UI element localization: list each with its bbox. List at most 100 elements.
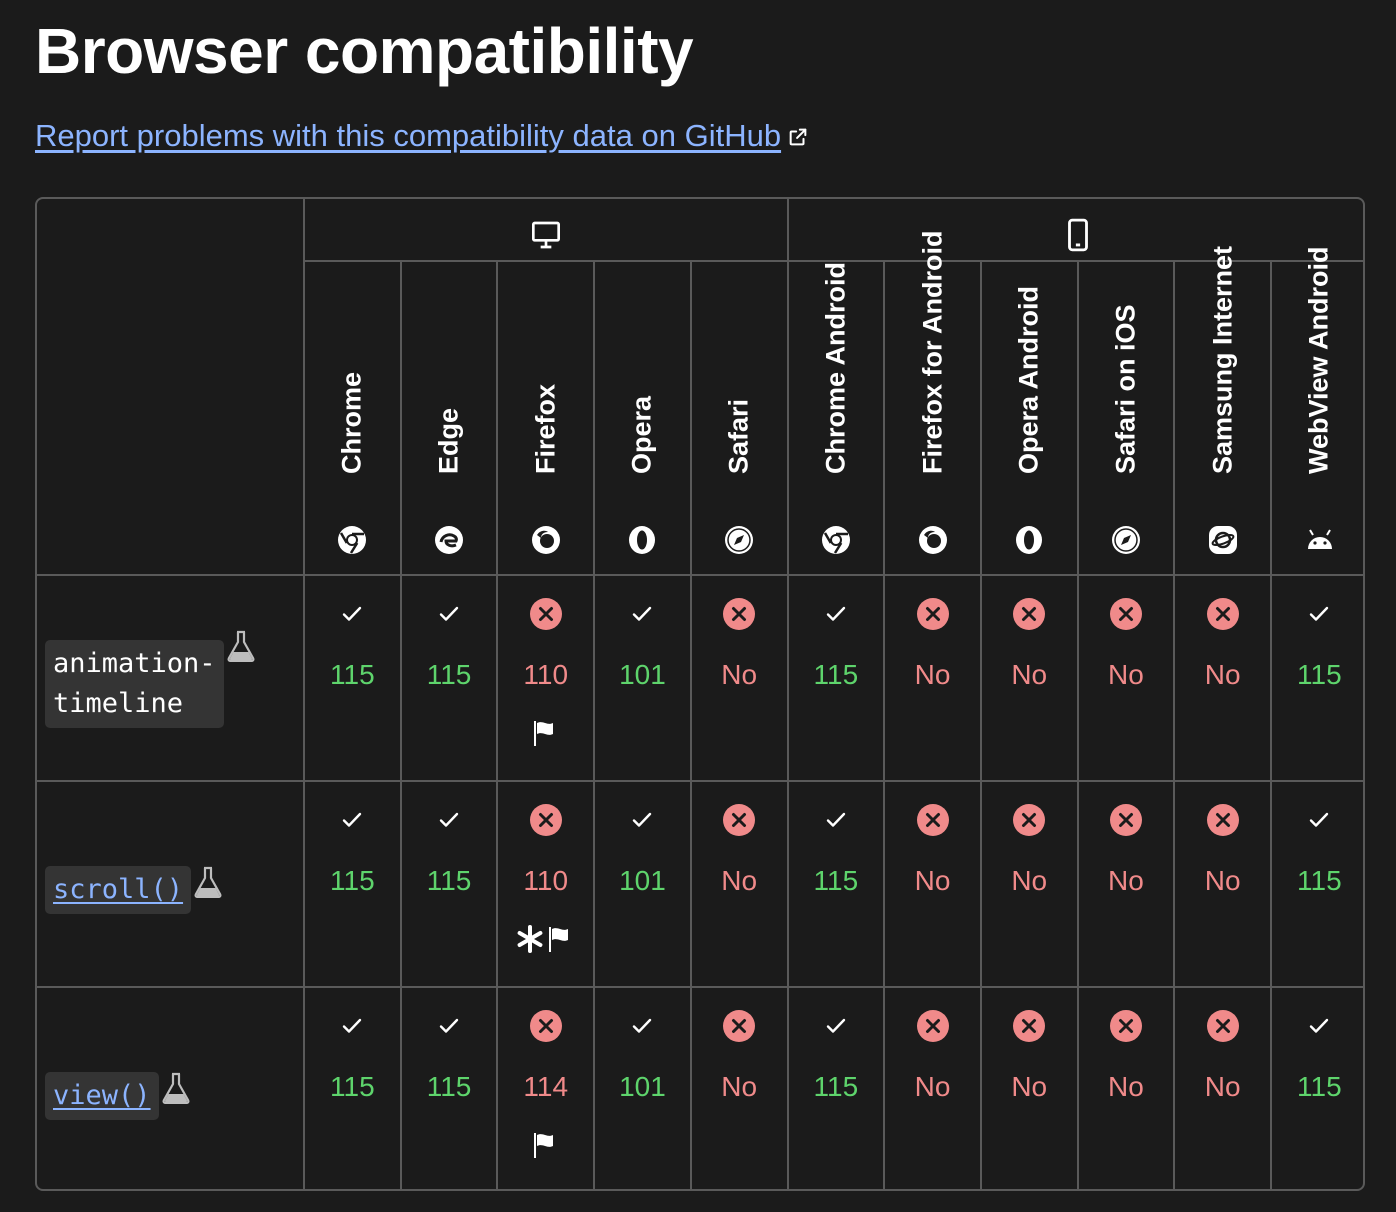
support-cell[interactable]: 101 (594, 575, 691, 781)
external-link-icon (787, 120, 809, 156)
flag-icon (531, 719, 561, 752)
unsupported-cross-icon (1206, 803, 1240, 837)
support-cell[interactable]: 115 (1271, 575, 1363, 781)
support-cell[interactable]: No (884, 781, 981, 987)
unsupported-cross-icon (1109, 803, 1143, 837)
opera-icon (1014, 525, 1044, 555)
feature-name[interactable]: scroll() (45, 866, 192, 914)
support-cell[interactable]: 115 (304, 575, 401, 781)
support-version: No (1108, 865, 1144, 896)
support-cell[interactable]: No (691, 575, 788, 781)
experimental-flask-icon (226, 630, 256, 663)
support-cell[interactable]: No (981, 987, 1078, 1189)
support-cell[interactable]: 115 (401, 575, 498, 781)
support-cell[interactable]: No (981, 781, 1078, 987)
support-cell[interactable]: 115 (1271, 781, 1363, 987)
support-cell[interactable]: No (884, 987, 981, 1189)
browser-header-opera-android: Opera Android (981, 263, 1078, 575)
support-cell[interactable]: 110 (497, 575, 594, 781)
support-cell[interactable]: No (1174, 575, 1271, 781)
column-divider (1270, 261, 1272, 1189)
support-version: 115 (813, 659, 859, 690)
support-version: No (914, 865, 951, 896)
support-version: 115 (330, 659, 375, 690)
browser-name: Safari (723, 398, 754, 474)
desktop-icon (526, 217, 566, 253)
browser-name: Samsung Internet (1207, 245, 1238, 474)
column-divider (979, 261, 982, 1189)
feature-row-header: scroll() (37, 781, 304, 987)
chrome-icon (821, 525, 851, 555)
column-divider (593, 261, 596, 1189)
support-cell[interactable]: 115 (1271, 987, 1363, 1189)
support-version: 115 (426, 865, 472, 896)
column-divider (303, 199, 305, 1189)
support-version: No (1011, 865, 1048, 896)
flag-icon (546, 925, 576, 958)
supported-check-icon (1302, 1009, 1336, 1043)
support-notes (497, 719, 594, 752)
supported-check-icon (819, 803, 853, 837)
support-cell[interactable]: 115 (788, 781, 885, 987)
column-divider (883, 261, 886, 1189)
column-divider (496, 261, 499, 1189)
support-cell[interactable]: 115 (788, 575, 885, 781)
report-github-link[interactable]: Report problems with this compatibility … (35, 118, 809, 156)
feature-row-header: animation- timeline (37, 575, 304, 781)
column-divider (1076, 261, 1079, 1189)
support-version: 115 (1297, 659, 1342, 690)
unsupported-cross-icon (1109, 1009, 1143, 1043)
supported-check-icon (432, 803, 466, 837)
unsupported-cross-icon (722, 1009, 756, 1043)
support-cell[interactable]: 115 (788, 987, 885, 1189)
support-cell[interactable]: No (691, 987, 788, 1189)
unsupported-cross-icon (916, 1009, 950, 1043)
browser-header-samsung-internet: Samsung Internet (1174, 246, 1271, 575)
support-cell[interactable]: No (981, 575, 1078, 781)
support-cell[interactable]: 110 (497, 781, 594, 987)
browser-name: Chrome Android (820, 262, 851, 474)
row-divider (37, 574, 1363, 576)
support-cell[interactable]: 101 (594, 781, 691, 987)
feature-name[interactable]: view() (45, 1072, 159, 1120)
edge-icon (434, 525, 464, 555)
support-version: No (1204, 865, 1241, 896)
support-cell[interactable]: No (1078, 987, 1175, 1189)
support-version: 115 (426, 659, 472, 690)
column-divider (1173, 261, 1176, 1189)
support-cell[interactable]: No (884, 575, 981, 781)
unsupported-cross-icon (1012, 803, 1046, 837)
supported-check-icon (819, 1009, 853, 1043)
support-cell[interactable]: No (1078, 781, 1175, 987)
support-version: No (1108, 1071, 1144, 1102)
safari-icon (1111, 525, 1141, 555)
supported-check-icon (625, 1009, 659, 1043)
unsupported-cross-icon (1012, 597, 1046, 631)
safari-icon (724, 525, 754, 555)
unsupported-cross-icon (1206, 597, 1240, 631)
unsupported-cross-icon (916, 803, 950, 837)
feature-name: animation- timeline (45, 640, 224, 728)
samsung-internet-icon (1208, 525, 1238, 555)
support-cell[interactable]: 115 (304, 987, 401, 1189)
support-cell[interactable]: 101 (594, 987, 691, 1189)
browser-name: Firefox (530, 383, 561, 474)
browser-name: Safari on iOS (1110, 304, 1141, 474)
support-cell[interactable]: No (1174, 987, 1271, 1189)
support-version: No (1011, 1071, 1048, 1102)
support-cell[interactable]: No (1174, 781, 1271, 987)
unsupported-cross-icon (722, 803, 756, 837)
support-version: No (1204, 659, 1241, 690)
support-cell[interactable]: 115 (401, 781, 498, 987)
support-cell[interactable]: 115 (401, 987, 498, 1189)
browser-header-opera: Opera (594, 263, 691, 575)
flag-icon (531, 1131, 561, 1164)
browser-name: Firefox for Android (917, 230, 948, 475)
support-cell[interactable]: No (691, 781, 788, 987)
firefox-icon (531, 525, 561, 555)
page-title: Browser compatibility (35, 15, 694, 87)
support-cell[interactable]: No (1078, 575, 1175, 781)
support-cell[interactable]: 114 (497, 987, 594, 1189)
browser-header-firefox-for-android: Firefox for Android (884, 231, 981, 575)
support-cell[interactable]: 115 (304, 781, 401, 987)
